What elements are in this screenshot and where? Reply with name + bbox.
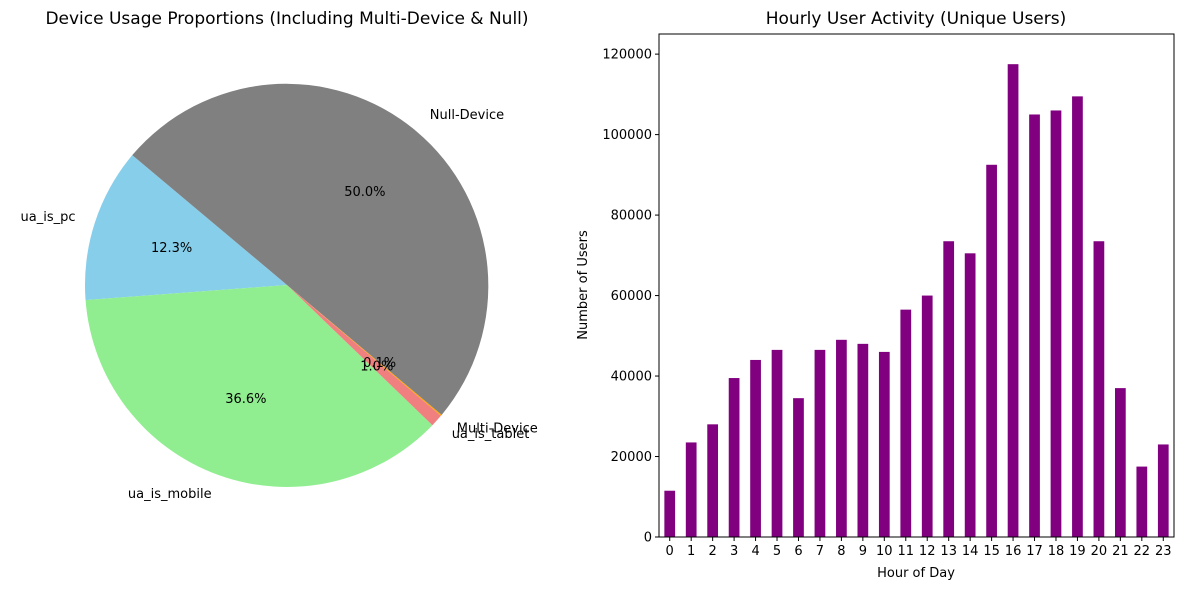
- x-tick-label-5: 5: [773, 544, 781, 559]
- x-tick-label-19: 19: [1069, 544, 1086, 559]
- x-axis-label: Hour of Day: [877, 566, 955, 581]
- x-tick-label-23: 23: [1155, 544, 1172, 559]
- bar-hour-5: [771, 349, 783, 537]
- x-tick-label-7: 7: [816, 544, 824, 559]
- x-tick-label-22: 22: [1134, 544, 1151, 559]
- x-tick-label-6: 6: [794, 544, 802, 559]
- x-tick-label-12: 12: [919, 544, 936, 559]
- pie-pct-ua-is-mobile: 36.6%: [225, 392, 266, 407]
- bar-series: [664, 64, 1169, 538]
- x-tick-label-14: 14: [962, 544, 979, 559]
- pie-chart: Device Usage Proportions (Including Mult…: [21, 9, 538, 502]
- pie-label-ua-is-mobile: ua_is_mobile: [128, 487, 212, 502]
- y-tick-label-0: 0: [644, 531, 652, 546]
- y-tick-label-100000: 100000: [602, 128, 652, 143]
- bar-hour-6: [793, 398, 804, 537]
- pie-slice-ua-is-mobile: [85, 285, 433, 487]
- x-tick-label-4: 4: [751, 544, 759, 559]
- plot-frame: [658, 33, 1175, 538]
- x-tick-label-8: 8: [837, 544, 845, 559]
- x-tick-label-1: 1: [687, 544, 695, 559]
- pie-chart-title: Device Usage Proportions (Including Mult…: [45, 9, 528, 29]
- pie-slices: [84, 83, 489, 487]
- bar-hour-10: [878, 351, 890, 537]
- y-tick-label-40000: 40000: [611, 370, 652, 385]
- bar-hour-2: [707, 424, 719, 537]
- y-tick-label-80000: 80000: [611, 209, 652, 224]
- x-tick-label-15: 15: [983, 544, 1000, 559]
- bar-hour-23: [1157, 444, 1169, 537]
- pie-label-ua-is-tablet: ua_is_tablet: [452, 427, 530, 442]
- bar-hour-15: [986, 164, 997, 537]
- bar-hour-7: [814, 349, 826, 537]
- pie-slice-ua-is-tablet: [287, 285, 441, 426]
- pie-label-multi-device: Multi-Device: [457, 421, 538, 436]
- pie-slice-ua-is-pc: [84, 155, 287, 301]
- y-tick-label-120000: 120000: [602, 48, 652, 63]
- pie-label-null-device: Null-Device: [430, 108, 504, 123]
- bar-hour-16: [1007, 64, 1019, 538]
- bar-hour-0: [664, 490, 676, 537]
- bar-hour-20: [1093, 241, 1105, 538]
- pie-label-ua-is-pc: ua_is_pc: [21, 210, 76, 225]
- x-tick-label-9: 9: [859, 544, 867, 559]
- x-tick-label-11: 11: [898, 544, 915, 559]
- bar-hour-9: [857, 343, 869, 537]
- x-tick-label-20: 20: [1091, 544, 1108, 559]
- bar-hour-1: [685, 442, 697, 537]
- bar-hour-18: [1050, 110, 1062, 538]
- x-axis-ticks: 0 1 2 3 4 5 6 7 8 9 10 11 12 13 14 15 16 17 18 19 20 21 22 23: [666, 537, 1172, 559]
- pie-pct-multi-device: 0.1%: [363, 356, 396, 371]
- x-tick-label-0: 0: [666, 544, 674, 559]
- bar-hour-19: [1072, 96, 1083, 538]
- x-tick-label-21: 21: [1112, 544, 1129, 559]
- bar-hour-8: [836, 339, 847, 537]
- pie-pct-ua-is-pc: 12.3%: [151, 241, 192, 256]
- pie-labels: ua_is_pc 12.3% ua_is_mobile 36.6% ua_is_tabl…: [21, 108, 538, 502]
- x-tick-label-18: 18: [1048, 544, 1065, 559]
- pie-pct-ua-is-tablet: 1.0%: [360, 359, 393, 374]
- bar-hour-11: [900, 309, 912, 537]
- bar-hour-12: [921, 295, 933, 537]
- bar-hour-13: [943, 241, 955, 538]
- x-tick-label-17: 17: [1026, 544, 1043, 559]
- bar-chart: Hourly User Activity (Unique Users) 0200…: [576, 9, 1175, 581]
- y-tick-label-20000: 20000: [611, 450, 652, 465]
- y-axis-label: Number of Users: [576, 230, 591, 340]
- y-axis-ticks: 0 20000 40000 60000 80000 100000 120000: [602, 48, 659, 546]
- x-tick-label-3: 3: [730, 544, 738, 559]
- bar-hour-3: [728, 378, 740, 537]
- x-tick-label-10: 10: [876, 544, 893, 559]
- pie-pct-null-device: 50.0%: [344, 185, 385, 200]
- x-tick-label-16: 16: [1005, 544, 1022, 559]
- pie-slice-null-device: [132, 83, 489, 415]
- x-tick-label-2: 2: [708, 544, 716, 559]
- y-tick-label-60000: 60000: [611, 289, 652, 304]
- bar-chart-title: Hourly User Activity (Unique Users): [766, 9, 1067, 29]
- bar-hour-14: [964, 253, 976, 537]
- bar-hour-4: [750, 359, 761, 537]
- bar-hour-17: [1029, 114, 1040, 537]
- bar-hour-22: [1136, 466, 1148, 537]
- bar-hour-21: [1114, 388, 1126, 537]
- x-tick-label-13: 13: [940, 544, 957, 559]
- pie-slice-multi-device: [287, 285, 442, 416]
